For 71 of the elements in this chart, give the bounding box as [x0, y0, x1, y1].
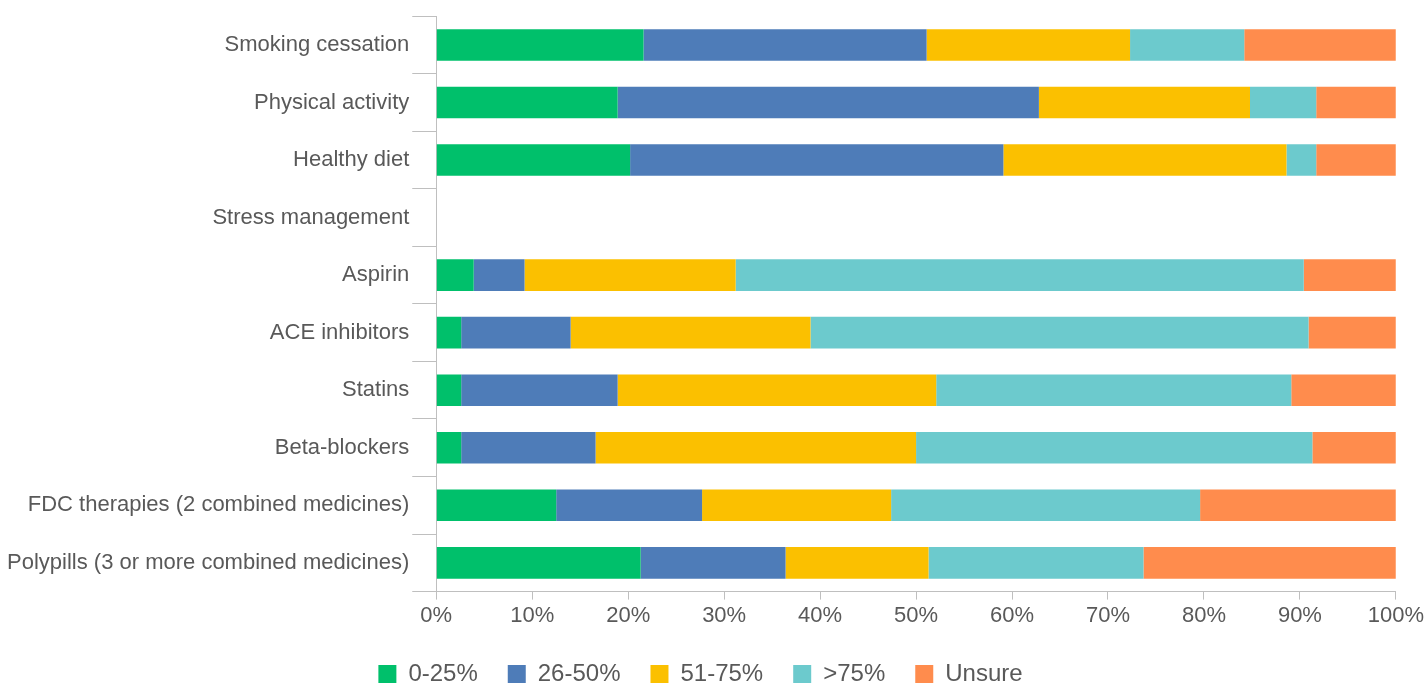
bar	[916, 431, 1313, 464]
x-tick-label: 0%	[420, 601, 453, 627]
legend-label: 0-25%	[408, 658, 478, 686]
legend-label: Unsure	[945, 658, 1023, 686]
bar	[926, 29, 1131, 61]
bar	[436, 374, 462, 407]
legend-label: 51-75%	[680, 658, 764, 686]
bar	[1003, 144, 1287, 176]
y-tick-label: ACE inhibitors	[269, 318, 410, 344]
bar	[461, 316, 571, 349]
bar	[595, 431, 917, 464]
bar	[630, 144, 1004, 176]
bar	[1312, 431, 1396, 464]
y-tick-label: Smoking cessation	[224, 31, 410, 57]
bar	[1143, 547, 1396, 579]
y-tick-label: Statins	[342, 376, 410, 402]
bar	[1286, 144, 1317, 176]
x-tick-label: 60%	[990, 601, 1035, 627]
y-tick-label: FDC therapies (2 combined medicines)	[27, 491, 410, 517]
bar	[643, 29, 927, 61]
x-tick-label: 100%	[1367, 601, 1425, 627]
bar	[1291, 374, 1396, 407]
bar	[461, 431, 596, 464]
y-tick-label: Beta-blockers	[274, 433, 410, 459]
bar	[617, 86, 1039, 119]
bar	[1244, 29, 1396, 61]
y-tick-label: Stress management	[212, 203, 410, 229]
bar	[1130, 29, 1245, 61]
bar	[436, 29, 644, 61]
bar	[524, 259, 736, 291]
x-tick-label: 30%	[702, 601, 747, 627]
bar	[1303, 259, 1396, 291]
legend-label: 26-50%	[537, 658, 621, 686]
x-tick-label: 20%	[606, 601, 651, 627]
bar	[702, 489, 892, 522]
y-tick-label: Aspirin	[342, 261, 410, 287]
x-tick-label: 10%	[510, 601, 555, 627]
bar	[891, 489, 1201, 522]
bar	[436, 316, 462, 349]
bar	[1316, 144, 1396, 176]
x-tick-label: 90%	[1277, 601, 1322, 627]
bar	[436, 489, 557, 522]
bar	[436, 144, 631, 176]
bar	[436, 86, 618, 119]
bar	[556, 489, 703, 522]
y-tick-label: Healthy diet	[293, 146, 410, 172]
bar	[735, 259, 1304, 291]
x-tick-label: 80%	[1181, 601, 1226, 627]
bar	[1200, 489, 1396, 522]
legend-label: >75%	[823, 658, 886, 686]
bar	[1316, 86, 1396, 119]
bar	[461, 374, 618, 407]
bar	[810, 316, 1309, 349]
bar	[570, 316, 811, 349]
x-tick-label: 50%	[894, 601, 939, 627]
bar	[473, 259, 525, 291]
bar	[436, 259, 474, 291]
y-tick-label: Physical activity	[253, 88, 410, 114]
bar	[936, 374, 1292, 407]
bar	[785, 547, 929, 579]
bar	[1038, 86, 1251, 119]
bar	[617, 374, 937, 407]
x-tick-label: 70%	[1085, 601, 1131, 627]
bar	[1250, 86, 1317, 119]
bar	[436, 547, 641, 579]
bar	[928, 547, 1144, 579]
bar	[436, 431, 462, 464]
x-tick-label: 40%	[798, 601, 843, 627]
bar	[640, 547, 786, 579]
y-tick-label: Polypills (3 or more combined medicines)	[7, 548, 410, 574]
bar	[1308, 316, 1396, 349]
